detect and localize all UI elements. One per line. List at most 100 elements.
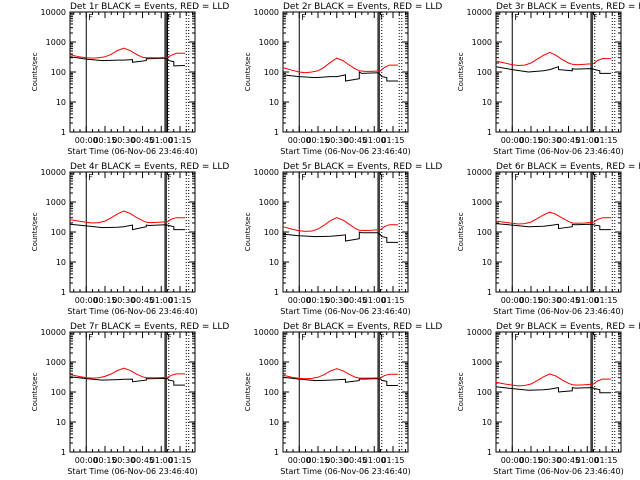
y-tick-label: 10000: [467, 168, 492, 177]
x-tick-label: 00:15: [306, 456, 329, 465]
x-tick-label: 00:15: [306, 296, 329, 305]
y-tick-label: 1000: [472, 358, 492, 367]
x-tick-label: 00:00: [75, 296, 98, 305]
x-tick-label: 00:15: [306, 136, 329, 145]
y-axis-label: Counts/sec: [244, 53, 252, 92]
x-tick-label: 01:15: [168, 456, 191, 465]
x-axis-label: Start Time (06-Nov-06 23:46:40): [280, 147, 410, 156]
events-series-line: [495, 386, 611, 394]
x-tick-label: 00:30: [538, 456, 561, 465]
x-tick-label: 00:00: [288, 456, 311, 465]
x-tick-label: 01:00: [363, 136, 386, 145]
lld-series-line: [495, 51, 611, 67]
x-tick-label: 01:15: [594, 136, 617, 145]
x-tick-label: 00:00: [501, 296, 524, 305]
x-tick-label: 01:15: [594, 456, 617, 465]
y-tick-label: 1: [274, 448, 279, 457]
y-axis-label: Counts/sec: [457, 53, 465, 92]
x-tick-label: 01:00: [363, 296, 386, 305]
marker-label: F: [593, 333, 598, 342]
marker-label: F: [301, 13, 306, 22]
y-tick-label: 100: [51, 68, 66, 77]
marker-label: F: [167, 173, 172, 182]
x-tick-label: 00:30: [325, 456, 348, 465]
y-axis-label: Counts/sec: [31, 53, 39, 92]
marker-label: F: [380, 173, 385, 182]
x-tick-label: 00:30: [112, 456, 135, 465]
x-axis-label: Start Time (06-Nov-06 23:46:40): [67, 147, 197, 156]
x-tick-label: 00:30: [538, 296, 561, 305]
y-tick-label: 10: [482, 98, 492, 107]
events-series-line: [69, 223, 185, 231]
marker-label: F: [301, 173, 306, 182]
x-tick-label: 01:00: [576, 296, 599, 305]
y-tick-label: 1000: [472, 198, 492, 207]
y-tick-label: 1000: [46, 38, 66, 47]
y-tick-label: 100: [51, 388, 66, 397]
y-tick-label: 1: [61, 128, 66, 137]
marker-label: F: [593, 13, 598, 22]
events-series-line: [282, 376, 398, 386]
x-tick-label: 00:45: [131, 136, 154, 145]
x-tick-label: 01:00: [576, 136, 599, 145]
x-tick-label: 01:00: [576, 456, 599, 465]
x-tick-label: 00:45: [557, 296, 580, 305]
lld-series-line: [282, 217, 398, 232]
plot-frame: [69, 11, 196, 133]
x-tick-label: 01:15: [381, 136, 404, 145]
lld-series-line: [69, 367, 185, 379]
chart-panel-7: Det 7r BLACK = Events, RED = LLD 1 10 100 10…: [31, 322, 229, 476]
y-tick-label: 10000: [467, 328, 492, 337]
y-tick-label: 1000: [472, 38, 492, 47]
y-tick-label: 1000: [259, 198, 279, 207]
x-tick-label: 00:00: [288, 296, 311, 305]
marker-label: F: [88, 13, 93, 22]
x-tick-label: 01:00: [150, 456, 173, 465]
x-tick-label: 00:30: [112, 296, 135, 305]
x-tick-label: 00:45: [557, 456, 580, 465]
x-tick-label: 00:15: [519, 456, 542, 465]
y-tick-label: 10000: [467, 8, 492, 17]
y-tick-label: 1: [274, 288, 279, 297]
x-tick-label: 00:00: [501, 136, 524, 145]
chart-panel-1: Det 1r BLACK = Events, RED = LLD 1 10 100 10…: [31, 2, 229, 156]
lld-series-line: [69, 210, 185, 224]
plot-frame: [282, 171, 409, 293]
chart-title: Det 5r BLACK = Events, RED = LLD: [283, 162, 442, 172]
y-tick-label: 1: [61, 448, 66, 457]
chart-title: Det 1r BLACK = Events, RED = LLD: [70, 2, 229, 12]
y-tick-label: 1000: [46, 198, 66, 207]
x-tick-label: 00:45: [131, 456, 154, 465]
x-tick-label: 00:15: [93, 136, 116, 145]
chart-panel-2: Det 2r BLACK = Events, RED = LLD 1 10 100 10…: [244, 2, 442, 156]
y-tick-label: 10: [269, 98, 279, 107]
y-tick-label: 10: [56, 258, 66, 267]
marker-label: F: [593, 173, 598, 182]
y-tick-label: 1: [487, 288, 492, 297]
y-tick-label: 100: [477, 388, 492, 397]
x-axis-label: Start Time (06-Nov-06 23:46:40): [280, 307, 410, 316]
plot-frame: [495, 171, 622, 293]
chart-title: Det 6r BLACK = Events, RED = LLD: [496, 162, 640, 172]
plot-frame: [282, 331, 409, 453]
x-tick-label: 00:30: [538, 136, 561, 145]
chart-title: Det 8r BLACK = Events, RED = LLD: [283, 322, 442, 332]
x-tick-label: 00:30: [112, 136, 135, 145]
x-tick-label: 00:00: [75, 456, 98, 465]
y-tick-label: 10000: [41, 168, 66, 177]
y-tick-label: 10: [269, 418, 279, 427]
x-tick-label: 01:15: [594, 296, 617, 305]
y-tick-label: 100: [51, 228, 66, 237]
x-axis-label: Start Time (06-Nov-06 23:46:40): [493, 307, 623, 316]
x-axis-label: Start Time (06-Nov-06 23:46:40): [67, 467, 197, 476]
y-tick-label: 10000: [41, 328, 66, 337]
x-axis-label: Start Time (06-Nov-06 23:46:40): [493, 147, 623, 156]
chart-panel-8: Det 8r BLACK = Events, RED = LLD 1 10 100 10…: [244, 322, 442, 476]
x-tick-label: 00:45: [344, 456, 367, 465]
x-tick-label: 01:15: [168, 136, 191, 145]
x-tick-label: 00:45: [344, 136, 367, 145]
x-tick-label: 01:00: [150, 296, 173, 305]
y-tick-label: 1: [61, 288, 66, 297]
y-tick-label: 1: [487, 128, 492, 137]
